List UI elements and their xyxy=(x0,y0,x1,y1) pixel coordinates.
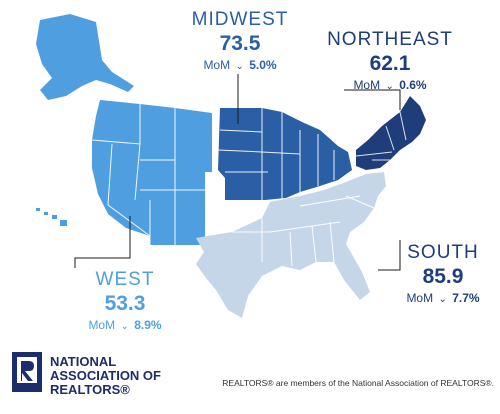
south-mom-label: MoM xyxy=(406,291,434,305)
northeast-mom-change: 0.6% xyxy=(399,78,427,92)
hawaii-shape xyxy=(36,208,67,226)
midwest-label: MIDWEST 73.5 MoM ⌄ 5.0% xyxy=(180,10,300,72)
northeast-name: NORTHEAST xyxy=(327,29,453,50)
south-mom-change: 7.7% xyxy=(452,291,480,305)
chevron-down-icon: ⌄ xyxy=(438,294,447,305)
west-label: WEST 53.3 MoM ⌄ 8.9% xyxy=(70,270,180,332)
leader-lines xyxy=(74,74,401,271)
northeast-mom: MoM ⌄ 0.6% xyxy=(325,79,455,92)
northeast-label: NORTHEAST 62.1 MoM ⌄ 0.6% xyxy=(325,30,455,92)
south-mom: MoM ⌄ 7.7% xyxy=(398,292,488,305)
northeast-region xyxy=(355,96,426,170)
org-line-1: NATIONAL xyxy=(50,354,117,369)
chevron-down-icon: ⌄ xyxy=(120,321,129,332)
disclaimer-text: REALTORS® are members of the National As… xyxy=(222,378,494,388)
west-contiguous-shape xyxy=(92,100,212,245)
west-mom: MoM ⌄ 8.9% xyxy=(70,319,180,332)
south-label: SOUTH 85.9 MoM ⌄ 7.7% xyxy=(398,243,488,305)
chevron-down-icon: ⌄ xyxy=(385,81,394,92)
northeast-shape xyxy=(356,96,426,170)
west-mom-label: MoM xyxy=(88,318,116,332)
south-value: 85.9 xyxy=(422,265,464,288)
midwest-mom-label: MoM xyxy=(203,58,231,72)
south-name: SOUTH xyxy=(407,242,479,263)
midwest-value: 73.5 xyxy=(219,32,261,55)
alaska-shape xyxy=(36,14,134,100)
south-region xyxy=(196,172,386,318)
organization-name: NATIONAL ASSOCIATION OF REALTORS® xyxy=(50,355,161,397)
realtor-logo-icon xyxy=(12,352,42,392)
midwest-mom-change: 5.0% xyxy=(249,58,277,72)
west-mom-change: 8.9% xyxy=(134,318,162,332)
midwest-region xyxy=(217,108,352,200)
chevron-down-icon: ⌄ xyxy=(235,61,244,72)
org-line-2: ASSOCIATION OF xyxy=(50,368,161,383)
northeast-mom-label: MoM xyxy=(353,78,381,92)
midwest-mom: MoM ⌄ 5.0% xyxy=(180,59,300,72)
northeast-value: 62.1 xyxy=(369,52,411,75)
org-line-3: REALTORS® xyxy=(50,382,130,397)
midwest-name: MIDWEST xyxy=(191,9,289,30)
west-value: 53.3 xyxy=(104,292,146,315)
west-name: WEST xyxy=(95,269,155,290)
west-region xyxy=(36,14,212,245)
